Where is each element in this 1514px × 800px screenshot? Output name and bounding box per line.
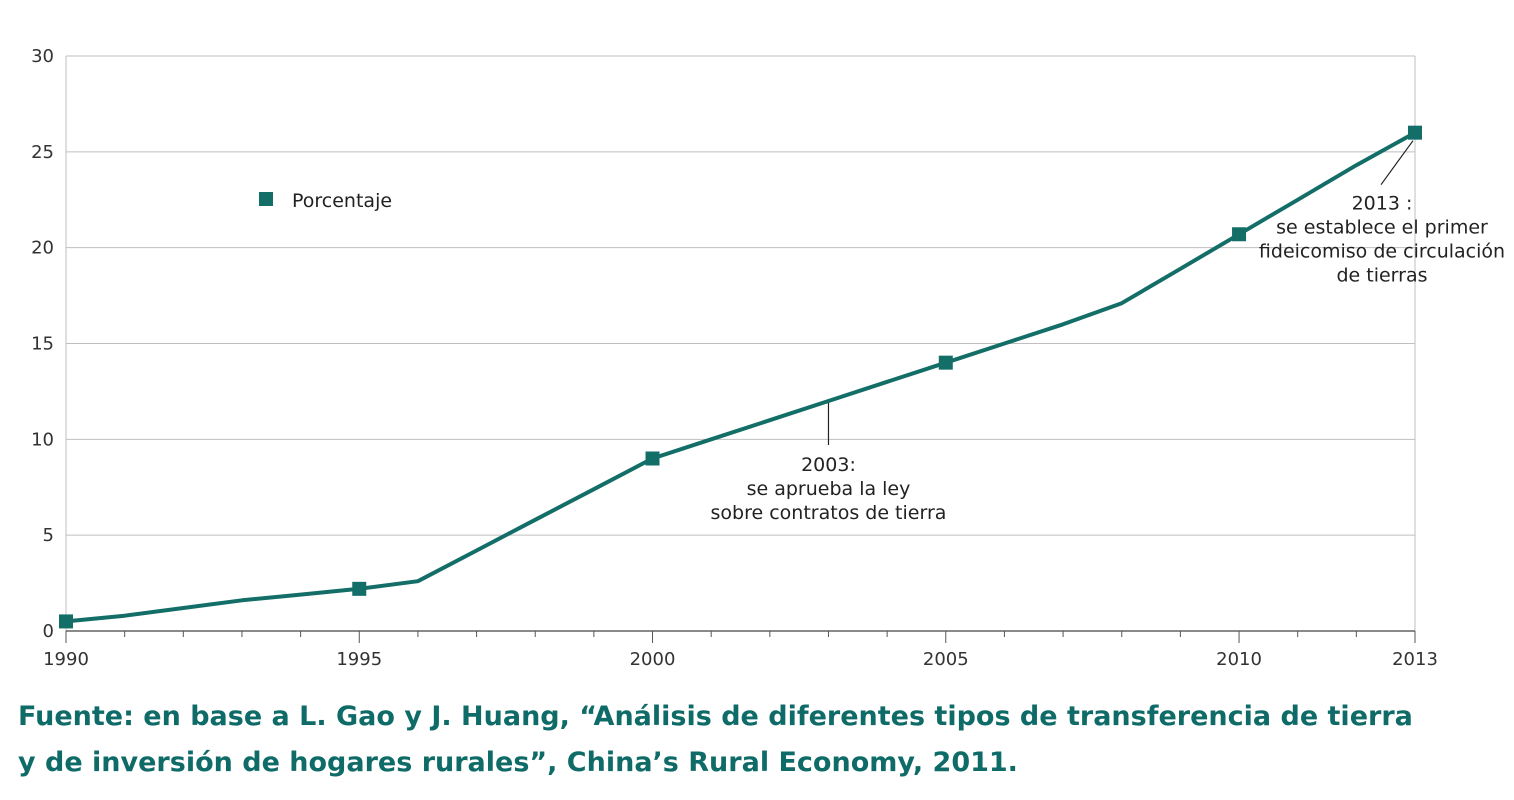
series-line-porcentaje xyxy=(64,130,1417,624)
y-tick-label: 15 xyxy=(31,334,54,355)
source-line-1: Fuente: en base a L. Gao y J. Huang, “An… xyxy=(18,701,1413,732)
data-point-marker xyxy=(352,581,367,596)
annotation-2013: 2013 : se establece el primer fideicomiso … xyxy=(1259,193,1505,287)
x-tick-label: 2005 xyxy=(923,649,969,670)
y-tick-label: 10 xyxy=(31,429,54,450)
annotation-line: 2003: xyxy=(801,454,856,476)
series-porcentaje xyxy=(59,125,1422,629)
x-tick-label: 1990 xyxy=(43,649,89,670)
x-tick-label: 2010 xyxy=(1216,649,1262,670)
data-point-marker xyxy=(59,614,73,629)
data-point-marker xyxy=(1232,227,1247,242)
x-tick-label: 2000 xyxy=(630,649,676,670)
legend-swatch xyxy=(259,192,273,206)
y-tick-label: 5 xyxy=(43,525,54,546)
gridlines xyxy=(65,55,1416,631)
data-point-marker xyxy=(645,451,660,466)
data-point-marker xyxy=(1408,125,1422,140)
source-line-2: y de inversión de hogares rurales”, Chin… xyxy=(18,747,1018,778)
annotations: 2003: se aprueba la ley sobre contratos de… xyxy=(711,140,1505,524)
annotation-leader-2013 xyxy=(1380,140,1414,186)
x-tick-label: 2013 xyxy=(1392,649,1438,670)
x-tick-label: 1995 xyxy=(336,649,382,670)
axes: 0 5 10 15 20 25 30 1990 1995 2000 2005 2010 2013 xyxy=(31,46,1438,670)
y-tick-label: 20 xyxy=(31,238,54,259)
y-tick-label: 25 xyxy=(31,142,54,163)
y-tick-label: 30 xyxy=(31,46,54,67)
data-point-marker xyxy=(938,355,953,370)
y-tick-label: 0 xyxy=(43,621,54,642)
annotation-line: 2013 : xyxy=(1352,193,1413,215)
legend: Porcentaje xyxy=(259,190,392,212)
annotation-line: de tierras xyxy=(1336,265,1427,287)
line-chart: 0 5 10 15 20 25 30 1990 1995 2000 2005 2010 2013 200… xyxy=(31,46,1505,670)
annotation-line: fideicomiso de circulación xyxy=(1259,241,1505,263)
annotation-line: sobre contratos de tierra xyxy=(711,502,947,524)
annotation-2003: 2003: se aprueba la ley sobre contratos de… xyxy=(711,454,947,524)
legend-label: Porcentaje xyxy=(292,190,392,212)
annotation-line: se establece el primer xyxy=(1276,217,1488,239)
source-note: Fuente: en base a L. Gao y J. Huang, “An… xyxy=(18,694,1498,786)
annotation-line: se aprueba la ley xyxy=(747,478,911,500)
